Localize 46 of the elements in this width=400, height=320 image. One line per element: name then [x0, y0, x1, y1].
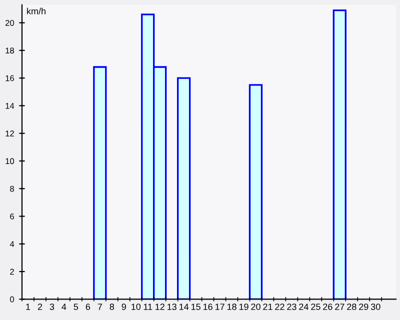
y-tick-label: 8 — [10, 186, 14, 192]
x-tick-label: 16 — [203, 304, 212, 310]
x-tick-label: 24 — [299, 304, 308, 310]
y-tick-label: 16 — [6, 75, 14, 82]
x-tick-label: 2 — [38, 304, 42, 310]
x-tick-label: 22 — [275, 304, 284, 310]
y-tick-label: 18 — [6, 48, 14, 54]
x-tick-label: 5 — [74, 304, 78, 310]
y-tick-label: 10 — [6, 158, 14, 164]
x-tick-label: 4 — [62, 304, 66, 310]
x-tick-label: 13 — [168, 304, 176, 310]
x-tick-label: 27 — [335, 304, 344, 310]
x-tick-label: 19 — [239, 304, 248, 310]
x-tick-label: 8 — [110, 304, 114, 310]
x-tick-label: 25 — [311, 304, 320, 310]
x-tick-label: 26 — [323, 304, 332, 310]
x-tick-label: 6 — [86, 304, 90, 310]
x-tick-label: 12 — [156, 304, 164, 310]
y-tick-label: 12 — [6, 130, 14, 136]
x-tick-label: 1 — [26, 304, 30, 310]
x-tick-label: 29 — [359, 304, 368, 310]
x-tick-label: 20 — [251, 304, 260, 310]
x-tick-label: 7 — [98, 304, 102, 310]
x-tick-label: 3 — [50, 304, 54, 310]
y-axis-title: km/h — [27, 8, 46, 14]
x-tick-label: 28 — [347, 304, 356, 310]
x-tick-label: 14 — [179, 304, 189, 310]
bar — [177, 77, 191, 300]
x-tick-label: 10 — [132, 304, 141, 310]
bar — [93, 66, 107, 300]
x-tick-label: 17 — [215, 304, 224, 310]
y-tick-label: 20 — [6, 20, 14, 26]
y-tick-label: 0 — [10, 296, 14, 302]
x-tick-label: 9 — [122, 304, 126, 310]
y-tick-label: 4 — [10, 241, 14, 247]
bar — [332, 9, 346, 300]
x-tick-label: 23 — [287, 304, 296, 310]
y-tick-label: 6 — [10, 213, 14, 220]
x-tick-label: 30 — [370, 304, 380, 310]
bar — [248, 84, 263, 300]
y-tick-label: 2 — [10, 268, 14, 275]
y-tick-label: 14 — [6, 102, 14, 109]
x-tick-label: 18 — [227, 304, 236, 310]
x-tick-label: 11 — [144, 304, 152, 310]
x-tick-label: 21 — [263, 304, 272, 310]
x-tick-label: 15 — [191, 304, 200, 310]
